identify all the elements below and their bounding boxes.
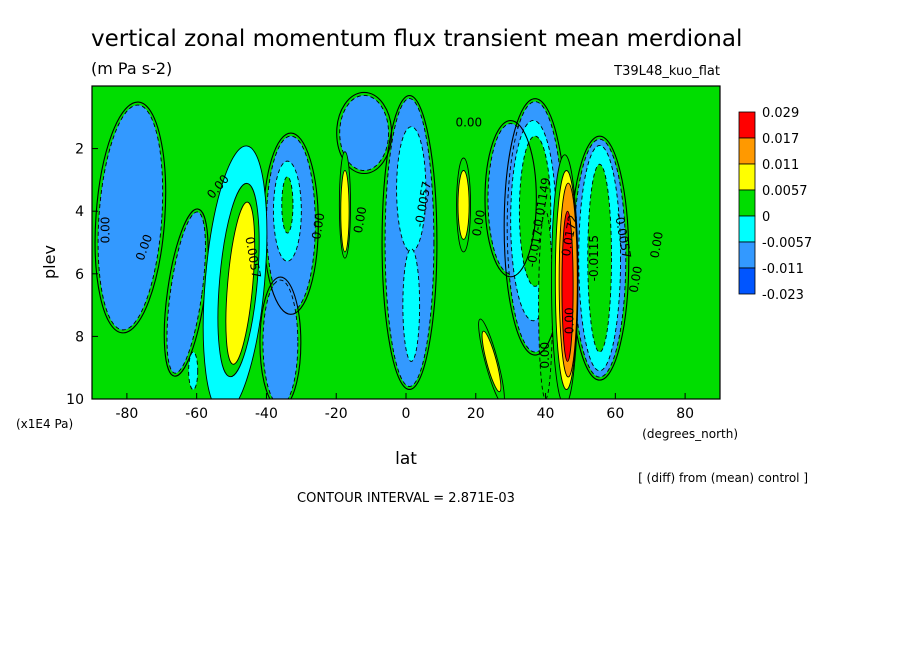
- x-tick-label-5: 20: [467, 406, 485, 422]
- positive-region-20: [481, 330, 502, 393]
- positive-region-12: [340, 170, 350, 253]
- contour-label-5: 0.00: [351, 206, 369, 235]
- negative-region-7: [262, 279, 299, 399]
- legend-label-3: 0.0057: [762, 184, 808, 199]
- y-tick-label-4: 10: [66, 392, 84, 408]
- negative-region-2: [188, 351, 199, 391]
- negative-region-15: [402, 248, 421, 362]
- y-tick-label-3: 8: [75, 329, 84, 345]
- legend-swatch-2: [738, 163, 756, 191]
- zero-contour-18: [484, 120, 537, 278]
- x-tick-label-2: -40: [255, 406, 278, 422]
- negative-regions: [97, 94, 627, 399]
- legend-label-4: 0: [762, 210, 770, 225]
- x-axis-units: (degrees_north): [642, 427, 738, 441]
- color-legend: 0.029 0.017 0.011 0.0057 0 -0.0057 -0.011 -0.02…: [738, 106, 812, 303]
- x-tick-label-6: 40: [537, 406, 555, 422]
- legend-swatch-0: [738, 111, 756, 139]
- contour-label-16: 0.00: [627, 265, 645, 294]
- zero-contour-7: [259, 276, 302, 399]
- contour-interval: CONTOUR INTERVAL = 2.871E-03: [297, 491, 515, 506]
- legend-swatch-6: [738, 267, 756, 295]
- contour-label-0: 0.00: [98, 217, 112, 244]
- positive-region-28: [561, 210, 574, 362]
- x-tick-label-1: -60: [185, 406, 208, 422]
- negative-region-1: [166, 211, 206, 374]
- y-axis-units: (x1E4 Pa): [16, 417, 73, 431]
- positive-region-5: [225, 201, 256, 365]
- contour-label-13: 0.00: [562, 307, 576, 334]
- x-tick-label-3: -20: [325, 406, 348, 422]
- contour-label-14: -0.0115: [587, 235, 601, 281]
- x-tick-label-8: 80: [676, 406, 694, 422]
- legend-label-0: 0.029: [762, 106, 799, 121]
- x-axis: -80 -60 -40 -20 0 20 40 60 80: [115, 393, 694, 422]
- y-tick-label-2: 6: [75, 267, 84, 283]
- legend-swatch-5: [738, 241, 756, 269]
- contour-label-4: 0.00: [309, 212, 327, 241]
- legend-label-1: 0.017: [762, 132, 799, 147]
- y-tick-label-1: 4: [75, 204, 84, 220]
- chart-units: (m Pa s-2): [91, 59, 172, 78]
- legend-label-7: -0.023: [762, 288, 804, 303]
- x-tick-label-7: 60: [606, 406, 624, 422]
- y-axis-label: plev: [40, 245, 59, 279]
- legend-swatch-1: [738, 137, 756, 165]
- contour-label-6: 0.00: [455, 116, 482, 130]
- negative-region-31: [587, 163, 612, 353]
- comparison-note: [ (diff) from (mean) control ]: [638, 471, 808, 485]
- contour-label-17: 0.00: [648, 231, 666, 260]
- negative-region-0: [97, 104, 164, 331]
- y-axis: 2 4 6 8 10: [66, 142, 98, 408]
- negative-region-9: [281, 176, 294, 234]
- legend-swatch-3: [738, 189, 756, 217]
- positive-regions: [202, 145, 579, 399]
- legend-label-6: -0.011: [762, 262, 804, 277]
- contour-label-8: 0.00: [470, 209, 488, 238]
- experiment-label: T39L48_kuo_flat: [613, 64, 720, 79]
- contour-label-11: 0.00: [538, 342, 552, 369]
- x-axis-label: lat: [395, 449, 417, 469]
- x-tick-label-0: -80: [115, 406, 138, 422]
- contour-label-10: -0.017: [524, 228, 545, 269]
- x-tick-label-4: 0: [402, 406, 411, 422]
- chart-title: vertical zonal momentum flux transient m…: [91, 26, 742, 52]
- legend-label-5: -0.0057: [762, 236, 812, 251]
- negative-region-10: [339, 94, 390, 171]
- positive-region-17: [457, 170, 470, 240]
- zero-contour-13: [381, 94, 438, 391]
- y-tick-label-0: 2: [75, 142, 84, 158]
- zero-contour-0: [94, 101, 167, 334]
- legend-label-2: 0.011: [762, 158, 799, 173]
- legend-swatch-4: [738, 215, 756, 243]
